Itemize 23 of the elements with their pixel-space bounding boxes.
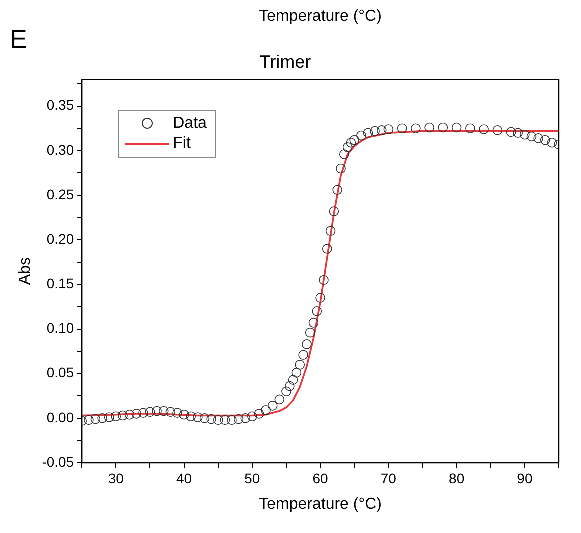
y-tick-label: 0.25 xyxy=(46,186,74,202)
y-tick-label: 0.30 xyxy=(46,142,74,158)
text: Temperature (°C) xyxy=(258,8,383,26)
legend-label: Data xyxy=(173,114,207,133)
y-axis-title: Abs xyxy=(17,258,34,286)
y-tick-label: -0.05 xyxy=(42,454,74,470)
x-tick-label: 40 xyxy=(176,470,192,486)
y-tick-label: 0.15 xyxy=(46,276,74,292)
x-tick-label: 70 xyxy=(380,470,397,486)
text: E xyxy=(10,24,28,54)
legend-label: Fit xyxy=(173,134,191,153)
x-tick-label: 50 xyxy=(244,470,260,486)
x-axis-title: Temperature (°C) xyxy=(259,496,382,513)
x-tick-label: 80 xyxy=(449,470,465,486)
x-tick-label: 90 xyxy=(517,470,533,486)
y-tick-label: 0.35 xyxy=(46,97,74,114)
y-tick-label: 0.00 xyxy=(46,409,74,426)
chart-title: Trimer xyxy=(260,52,312,72)
y-tick-label: 0.20 xyxy=(46,230,74,247)
x-tick-label: 60 xyxy=(312,470,329,486)
y-tick-label: 0.05 xyxy=(46,364,74,381)
y-tick-label: 0.10 xyxy=(46,320,74,336)
x-tick-label: 30 xyxy=(108,470,124,486)
